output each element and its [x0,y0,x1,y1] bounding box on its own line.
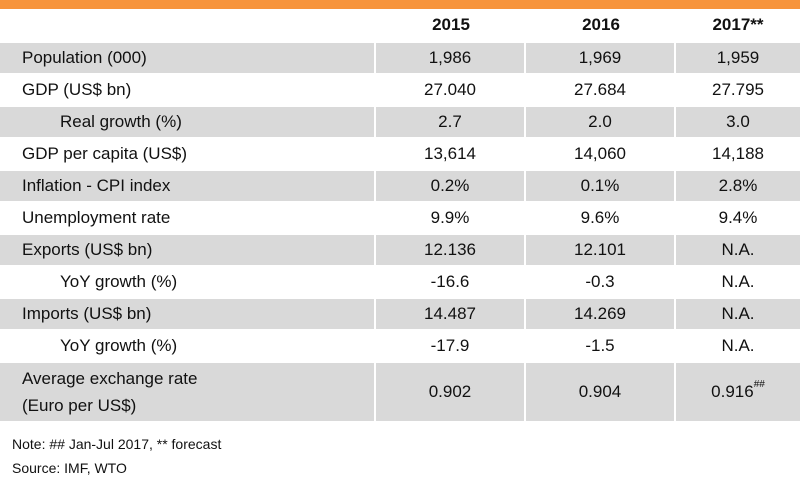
table-row: GDP per capita (US$) 13,614 14,060 14,18… [0,139,800,171]
cell-2016: 0.1% [526,171,676,203]
cell-2015: 0.902 [376,363,526,423]
cell-2016: 27.684 [526,75,676,107]
cell-2015: 14.487 [376,299,526,331]
cell-2015: 13,614 [376,139,526,171]
note-text: Note: ## Jan-Jul 2017, ** forecast [12,436,222,452]
cell-2017: N.A. [676,267,800,299]
economic-indicators-table: 2015 2016 2017** Population (000) 1,986 … [0,9,800,423]
cell-2016: 2.0 [526,107,676,139]
cell-2017: 0.916## [676,363,800,423]
row-label: YoY growth (%) [0,331,376,363]
cell-2016: -1.5 [526,331,676,363]
table-row: YoY growth (%) -16.6 -0.3 N.A. [0,267,800,299]
cell-2016: 1,969 [526,43,676,75]
cell-2016: 12.101 [526,235,676,267]
row-label: YoY growth (%) [0,267,376,299]
table-row: Real growth (%) 2.7 2.0 3.0 [0,107,800,139]
cell-2016: 14,060 [526,139,676,171]
row-label: Real growth (%) [0,107,376,139]
cell-2015: 0.2% [376,171,526,203]
cell-2017: N.A. [676,299,800,331]
row-label: Unemployment rate [0,203,376,235]
row-label: GDP (US$ bn) [0,75,376,107]
table-notes: Note: ## Jan-Jul 2017, ** forecast Sourc… [0,432,800,480]
row-label: Exports (US$ bn) [0,235,376,267]
row-label: Imports (US$ bn) [0,299,376,331]
cell-2017: N.A. [676,331,800,363]
cell-2015: 9.9% [376,203,526,235]
top-accent-bar [0,0,800,9]
header-year-2016: 2016 [526,9,676,43]
cell-2017: N.A. [676,235,800,267]
footnote-mark: ## [753,379,765,391]
cell-2017: 14,188 [676,139,800,171]
table-row: Unemployment rate 9.9% 9.6% 9.4% [0,203,800,235]
cell-2017-value: 0.916 [711,382,754,401]
cell-2017: 27.795 [676,75,800,107]
cell-2015: -16.6 [376,267,526,299]
cell-2017: 9.4% [676,203,800,235]
table-row: Population (000) 1,986 1,969 1,959 [0,43,800,75]
header-row: 2015 2016 2017** [0,9,800,43]
cell-2016: 9.6% [526,203,676,235]
table-row: YoY growth (%) -17.9 -1.5 N.A. [0,331,800,363]
cell-2016: -0.3 [526,267,676,299]
table-row: GDP (US$ bn) 27.040 27.684 27.795 [0,75,800,107]
cell-2016: 0.904 [526,363,676,423]
cell-2015: 12.136 [376,235,526,267]
table-row: Imports (US$ bn) 14.487 14.269 N.A. [0,299,800,331]
header-label-cell [0,9,376,43]
row-label-line-2: (Euro per US$) [22,396,137,415]
cell-2017: 3.0 [676,107,800,139]
cell-2015: 2.7 [376,107,526,139]
cell-2017: 2.8% [676,171,800,203]
table-row: Exports (US$ bn) 12.136 12.101 N.A. [0,235,800,267]
table-row: Average exchange rate (Euro per US$) 0.9… [0,363,800,423]
row-label: Average exchange rate (Euro per US$) [0,363,376,423]
source-text: Source: IMF, WTO [12,460,127,476]
row-label: GDP per capita (US$) [0,139,376,171]
cell-2015: 27.040 [376,75,526,107]
row-label: Inflation - CPI index [0,171,376,203]
table-row: Inflation - CPI index 0.2% 0.1% 2.8% [0,171,800,203]
header-year-2015: 2015 [376,9,526,43]
header-year-2017: 2017** [676,9,800,43]
cell-2017: 1,959 [676,43,800,75]
cell-2015: 1,986 [376,43,526,75]
cell-2016: 14.269 [526,299,676,331]
cell-2015: -17.9 [376,331,526,363]
row-label-line-1: Average exchange rate [22,369,198,388]
row-label: Population (000) [0,43,376,75]
